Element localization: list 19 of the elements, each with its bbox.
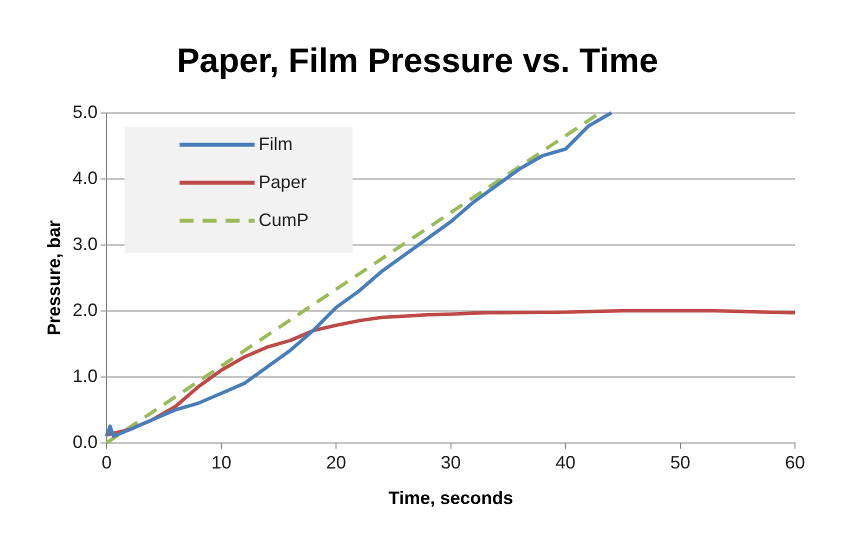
x-axis-title: Time, seconds <box>388 488 514 508</box>
y-axis-title: Pressure, bar <box>44 220 64 336</box>
x-tick-label: 0 <box>102 452 112 473</box>
x-tick-label: 30 <box>440 452 461 473</box>
legend-label: Film <box>258 134 293 154</box>
x-tick-label: 40 <box>556 452 576 473</box>
chart-title: Paper, Film Pressure vs. Time <box>176 42 658 80</box>
x-tick-label: 20 <box>326 452 346 473</box>
legend-label: Paper <box>258 172 307 192</box>
x-tick-label: 50 <box>670 452 690 473</box>
x-tick-label: 10 <box>211 452 232 473</box>
legend-label: CumP <box>258 210 309 230</box>
y-tick-label: 0.0 <box>72 432 98 452</box>
x-tick-label: 60 <box>784 452 806 473</box>
y-tick-label: 5.0 <box>72 102 98 122</box>
y-tick-label: 2.0 <box>72 300 98 320</box>
y-tick-label: 3.0 <box>72 234 98 254</box>
y-tick-label: 1.0 <box>72 366 98 386</box>
y-tick-label: 4.0 <box>72 168 98 188</box>
